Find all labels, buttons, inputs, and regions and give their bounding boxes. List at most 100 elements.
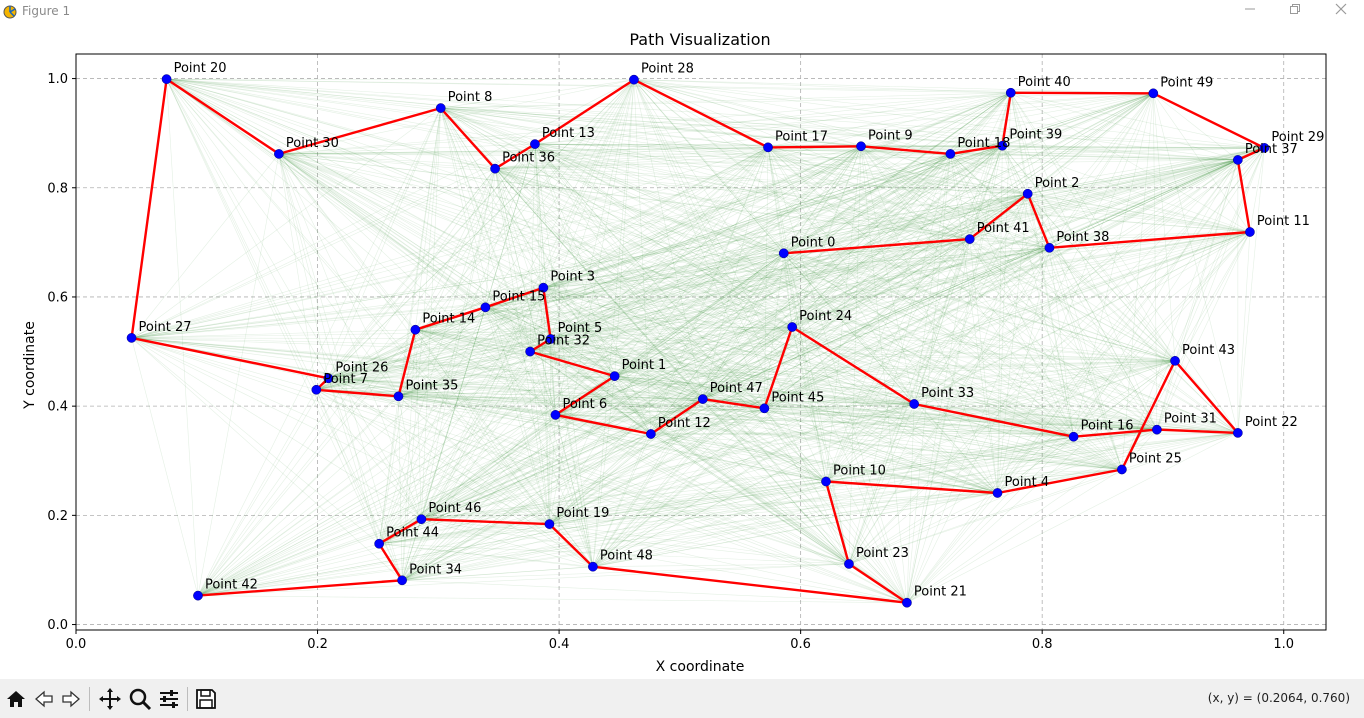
graph-edge: [592, 146, 862, 567]
graph-edge: [166, 78, 1176, 362]
restore-button[interactable]: [1272, 1, 1318, 22]
graph-edge: [494, 168, 784, 254]
graph-edge: [550, 79, 635, 340]
graph-edge: [398, 396, 1122, 470]
graph-edge: [913, 247, 1050, 405]
graph-edge: [906, 147, 1265, 603]
graph-edge: [1027, 147, 1265, 195]
graph-edge: [534, 143, 1265, 149]
graph-edge: [614, 375, 908, 603]
graph-edge: [415, 329, 1238, 434]
graph-edge: [969, 238, 1158, 430]
graph-edge: [534, 143, 1074, 437]
graph-edge: [421, 433, 651, 520]
graph-edge: [860, 92, 1011, 147]
graph-edge: [440, 107, 1074, 437]
save-button[interactable]: [192, 686, 220, 712]
zoom-button[interactable]: [126, 686, 154, 712]
graph-edge: [592, 159, 1238, 567]
graph-edge: [997, 432, 1238, 494]
graph-edge: [633, 79, 1250, 233]
graph-edge: [860, 145, 1028, 195]
y-tick-label: 0.4: [47, 400, 68, 415]
point-label: Point 22: [1245, 415, 1298, 430]
home-button[interactable]: [2, 686, 30, 712]
graph-edge: [950, 153, 1250, 233]
graph-edge: [328, 287, 544, 379]
y-tick-label: 0.8: [47, 181, 68, 196]
close-button[interactable]: [1318, 1, 1364, 22]
graph-edge: [592, 326, 793, 567]
restore-icon: [1290, 4, 1300, 14]
graph-edge: [328, 147, 1265, 379]
data-point: [416, 514, 427, 525]
point-label: Point 20: [174, 61, 227, 76]
graph-edge: [529, 287, 544, 352]
graph-edge: [825, 92, 1012, 482]
graph-edge: [767, 147, 827, 482]
toolbar-separator: [187, 687, 188, 711]
graph-edge: [549, 146, 862, 525]
graph-edge: [543, 79, 635, 288]
graph-edge: [398, 307, 486, 397]
graph-edge: [494, 168, 652, 435]
graph-edge: [494, 168, 908, 603]
graph-edge: [555, 408, 765, 416]
graph-edge: [197, 193, 1028, 596]
x-tick-label: 0.0: [66, 637, 87, 652]
graph-edge: [1010, 92, 1050, 248]
graph-edge: [166, 78, 486, 308]
graph-edge: [278, 153, 1158, 430]
point-label: Point 34: [409, 562, 462, 577]
graph-edge: [278, 153, 765, 409]
graph-edge: [767, 147, 998, 494]
graph-edge: [278, 153, 531, 352]
point-label: Point 29: [1271, 130, 1324, 145]
minimize-button[interactable]: [1227, 1, 1273, 22]
graph-edge: [543, 145, 1003, 288]
graph-edge: [633, 79, 915, 405]
pan-button[interactable]: [96, 686, 124, 712]
configure-subplots-button[interactable]: [155, 686, 183, 712]
graph-edge: [421, 432, 1238, 520]
graph-edge: [550, 247, 1050, 340]
graph-edge: [950, 153, 1238, 161]
graph-edge: [783, 153, 951, 254]
graph-edge: [549, 79, 635, 525]
y-tick-label: 0.0: [47, 618, 68, 633]
graph-edge: [131, 326, 793, 339]
point-label: Point 13: [542, 126, 595, 141]
graph-edge: [650, 360, 1176, 435]
graph-edge: [131, 145, 1003, 339]
graph-edge: [860, 145, 1250, 233]
graph-edge: [914, 403, 1122, 470]
graph-edge: [328, 375, 615, 379]
graph-edge: [440, 107, 784, 254]
figure-canvas[interactable]: Path Visualization X coordinate Y coordi…: [0, 23, 1364, 679]
back-button[interactable]: [30, 686, 58, 712]
forward-button[interactable]: [57, 686, 85, 712]
point-label: Point 42: [205, 578, 258, 593]
graph-edge: [906, 360, 1176, 603]
graph-edge: [401, 253, 784, 581]
graph-edge: [555, 253, 784, 416]
graph-edge: [415, 329, 850, 565]
point-label: Point 15: [492, 289, 545, 304]
graph-edge: [791, 92, 1012, 328]
graph-edge: [906, 231, 1251, 603]
graph-edge: [555, 153, 951, 416]
data-point: [1259, 143, 1270, 153]
graph-edge: [825, 436, 1074, 482]
graph-edge: [166, 79, 199, 596]
graph-edge: [328, 378, 422, 520]
graph-edge: [166, 78, 793, 328]
graph-edge: [328, 252, 784, 379]
graph-edge: [1027, 93, 1154, 195]
graph-edge: [555, 398, 703, 416]
graph-edge: [530, 231, 1250, 352]
graph-edge: [914, 360, 1176, 405]
graph-edge: [131, 147, 769, 339]
graph-edge: [415, 326, 793, 331]
graph-edge: [495, 168, 1176, 362]
graph-edge: [529, 144, 536, 352]
